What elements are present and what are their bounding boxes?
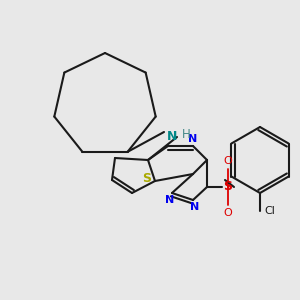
- Text: N: N: [190, 202, 200, 212]
- Text: O: O: [224, 156, 232, 166]
- Text: S: S: [224, 181, 232, 194]
- Text: Cl: Cl: [265, 206, 275, 216]
- Text: N: N: [188, 134, 198, 144]
- Text: H: H: [182, 128, 190, 140]
- Text: S: S: [142, 172, 152, 185]
- Text: O: O: [224, 208, 232, 218]
- Text: N: N: [167, 130, 177, 142]
- Text: N: N: [165, 195, 175, 205]
